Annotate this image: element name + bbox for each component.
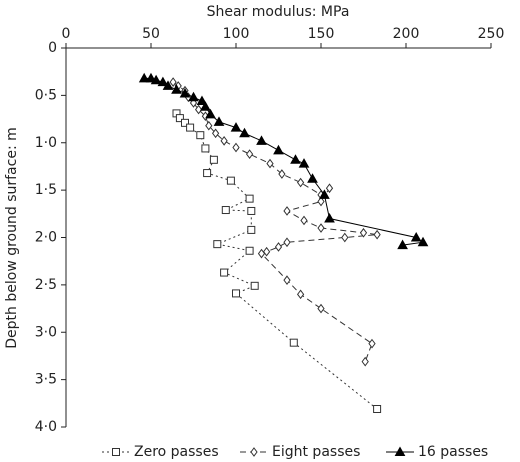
marker-diamond xyxy=(368,338,376,349)
marker-triangle xyxy=(319,189,330,199)
y-tick-label: 0·5 xyxy=(35,87,57,103)
series-line xyxy=(176,113,378,410)
marker-square xyxy=(220,268,229,277)
marker-diamond xyxy=(278,169,286,179)
marker-triangle xyxy=(157,76,169,87)
marker-triangle xyxy=(179,87,191,98)
marker-square xyxy=(232,289,240,298)
marker-square xyxy=(247,225,256,234)
marker-square xyxy=(373,404,382,413)
marker-diamond xyxy=(220,136,228,146)
marker-triangle xyxy=(298,158,310,168)
marker-square xyxy=(250,281,259,290)
marker-diamond xyxy=(317,303,325,314)
marker-square xyxy=(226,176,235,185)
legend-label: Eight passes xyxy=(272,444,360,460)
x-tick-label: 50 xyxy=(142,26,160,42)
x-tick-label: 200 xyxy=(393,26,420,42)
legend-item: 16 passes xyxy=(386,444,488,460)
marker-square xyxy=(201,144,210,153)
marker-triangle xyxy=(239,127,250,138)
marker-triangle xyxy=(230,122,242,132)
marker-square xyxy=(175,114,184,123)
marker-diamond xyxy=(194,104,203,115)
marker-triangle xyxy=(324,213,335,223)
marker-triangle xyxy=(171,84,182,94)
marker-diamond xyxy=(283,206,291,216)
marker-triangle xyxy=(213,116,225,126)
marker-diamond xyxy=(325,183,334,194)
marker-diamond xyxy=(169,77,177,87)
marker-square xyxy=(203,169,212,178)
marker-square xyxy=(186,123,195,132)
x-tick-label: 250 xyxy=(478,26,505,42)
marker-diamond xyxy=(245,149,254,159)
marker-triangle xyxy=(138,72,150,83)
marker-diamond xyxy=(359,227,368,238)
marker-square xyxy=(289,338,298,347)
marker-square xyxy=(209,155,218,164)
marker-triangle xyxy=(150,74,162,85)
marker-triangle xyxy=(162,80,174,90)
marker-diamond xyxy=(373,229,381,240)
marker-diamond xyxy=(300,215,308,226)
marker-diamond xyxy=(211,128,220,139)
marker-diamond xyxy=(274,242,283,252)
series-line xyxy=(144,77,425,246)
marker-diamond xyxy=(257,248,266,259)
marker-triangle xyxy=(290,154,301,164)
marker-diamond xyxy=(361,356,369,367)
marker-triangle xyxy=(205,108,216,119)
marker-square xyxy=(213,240,222,249)
marker-square xyxy=(245,194,254,203)
marker-triangle xyxy=(397,239,408,250)
y-tick-label: 4·0 xyxy=(35,419,57,435)
marker-square xyxy=(196,131,205,140)
marker-diamond xyxy=(296,289,305,300)
x-axis-title: Shear modulus: MPa xyxy=(207,4,350,20)
marker-triangle xyxy=(417,236,429,247)
marker-triangle xyxy=(196,95,208,106)
x-tick-label: 0 xyxy=(62,26,71,42)
marker-diamond xyxy=(317,223,325,233)
marker-triangle xyxy=(256,135,267,145)
marker-diamond xyxy=(283,275,291,285)
y-tick-label: 0 xyxy=(48,40,57,56)
marker-diamond xyxy=(341,232,349,243)
marker-diamond xyxy=(266,158,274,169)
y-axis-title: Depth below ground surface: m xyxy=(4,127,20,348)
marker-triangle xyxy=(410,231,422,242)
marker-square xyxy=(221,206,230,215)
legend-item: Zero passes xyxy=(102,444,219,460)
marker-diamond xyxy=(296,177,305,188)
x-tick-label: 100 xyxy=(223,26,250,42)
legend-label: 16 passes xyxy=(418,444,488,460)
y-tick-label: 2·0 xyxy=(35,230,57,246)
y-tick-label: 1·5 xyxy=(35,182,57,198)
marker-diamond xyxy=(283,237,291,248)
marker-square xyxy=(181,118,189,127)
marker-diamond xyxy=(250,447,258,457)
marker-square xyxy=(112,448,120,456)
marker-triangle xyxy=(307,173,318,183)
y-tick-label: 1·0 xyxy=(35,135,57,151)
marker-diamond xyxy=(205,120,213,131)
marker-diamond xyxy=(317,196,325,207)
y-tick-label: 3·0 xyxy=(35,324,57,340)
legend-label: Zero passes xyxy=(134,444,219,460)
y-tick-label: 3·5 xyxy=(35,372,57,388)
marker-triangle xyxy=(273,144,284,155)
marker-diamond xyxy=(232,142,240,153)
marker-triangle xyxy=(394,446,406,456)
marker-triangle xyxy=(188,91,199,102)
marker-square xyxy=(247,206,256,215)
marker-square xyxy=(245,246,254,255)
y-tick-label: 2·5 xyxy=(35,277,57,293)
x-tick-label: 150 xyxy=(308,26,335,42)
legend-item: Eight passes xyxy=(240,444,360,460)
marker-triangle xyxy=(200,101,211,111)
marker-diamond xyxy=(262,246,271,257)
